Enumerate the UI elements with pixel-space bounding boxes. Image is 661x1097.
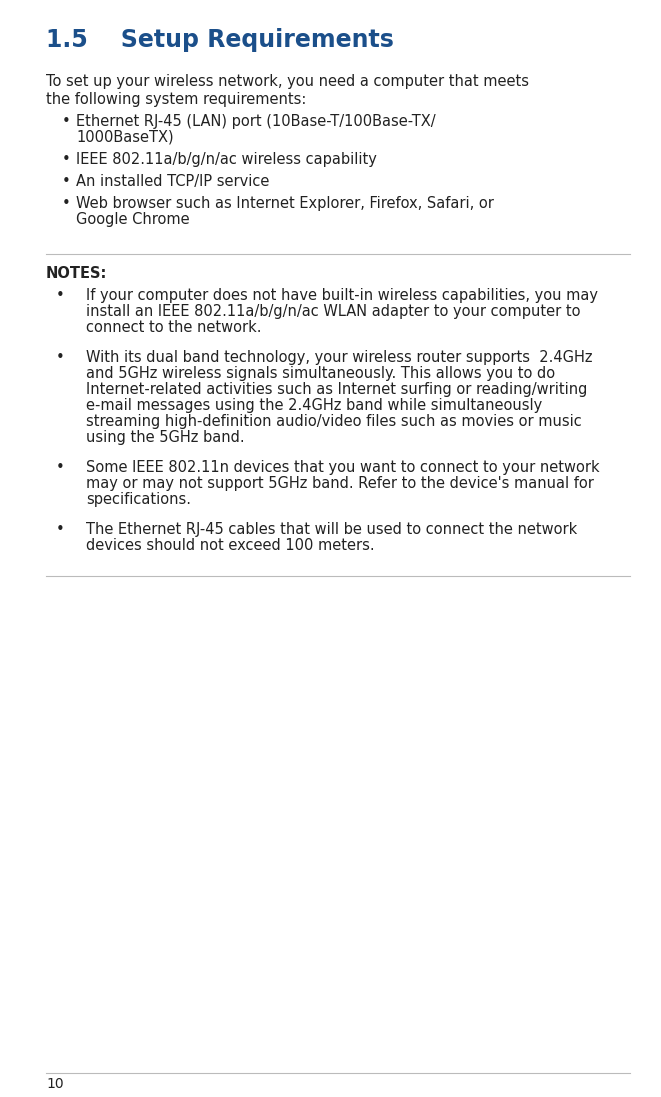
Text: may or may not support 5GHz band. Refer to the device's manual for: may or may not support 5GHz band. Refer …	[86, 476, 594, 491]
Text: •: •	[56, 460, 65, 475]
Text: 10: 10	[46, 1077, 63, 1092]
Text: devices should not exceed 100 meters.: devices should not exceed 100 meters.	[86, 538, 375, 553]
Text: 1.5    Setup Requirements: 1.5 Setup Requirements	[46, 29, 394, 52]
Text: connect to the network.: connect to the network.	[86, 320, 262, 335]
Text: Google Chrome: Google Chrome	[76, 212, 190, 227]
Text: An installed TCP/IP service: An installed TCP/IP service	[76, 174, 270, 189]
Text: and 5GHz wireless signals simultaneously. This allows you to do: and 5GHz wireless signals simultaneously…	[86, 366, 555, 381]
Text: •: •	[62, 114, 71, 129]
Text: IEEE 802.11a/b/g/n/ac wireless capability: IEEE 802.11a/b/g/n/ac wireless capabilit…	[76, 152, 377, 167]
Text: •: •	[62, 196, 71, 211]
Text: NOTES:: NOTES:	[46, 265, 107, 281]
Text: e-mail messages using the 2.4GHz band while simultaneously: e-mail messages using the 2.4GHz band wh…	[86, 398, 542, 412]
Text: With its dual band technology, your wireless router supports  2.4GHz: With its dual band technology, your wire…	[86, 350, 592, 365]
Text: streaming high-definition audio/video files such as movies or music: streaming high-definition audio/video fi…	[86, 414, 582, 429]
Text: •: •	[62, 152, 71, 167]
Text: Ethernet RJ-45 (LAN) port (10Base-T/100Base-TX/: Ethernet RJ-45 (LAN) port (10Base-T/100B…	[76, 114, 436, 129]
Text: install an IEEE 802.11a/b/g/n/ac WLAN adapter to your computer to: install an IEEE 802.11a/b/g/n/ac WLAN ad…	[86, 304, 580, 319]
Text: •: •	[62, 174, 71, 189]
Text: 1000BaseTX): 1000BaseTX)	[76, 131, 174, 145]
Text: the following system requirements:: the following system requirements:	[46, 92, 307, 108]
Text: Web browser such as Internet Explorer, Firefox, Safari, or: Web browser such as Internet Explorer, F…	[76, 196, 494, 211]
Text: specifications.: specifications.	[86, 491, 191, 507]
Text: Some IEEE 802.11n devices that you want to connect to your network: Some IEEE 802.11n devices that you want …	[86, 460, 600, 475]
Text: Internet-related activities such as Internet surfing or reading/writing: Internet-related activities such as Inte…	[86, 382, 588, 397]
Text: using the 5GHz band.: using the 5GHz band.	[86, 430, 245, 445]
Text: •: •	[56, 289, 65, 303]
Text: If your computer does not have built-in wireless capabilities, you may: If your computer does not have built-in …	[86, 289, 598, 303]
Text: •: •	[56, 522, 65, 538]
Text: The Ethernet RJ-45 cables that will be used to connect the network: The Ethernet RJ-45 cables that will be u…	[86, 522, 577, 538]
Text: •: •	[56, 350, 65, 365]
Text: To set up your wireless network, you need a computer that meets: To set up your wireless network, you nee…	[46, 73, 529, 89]
